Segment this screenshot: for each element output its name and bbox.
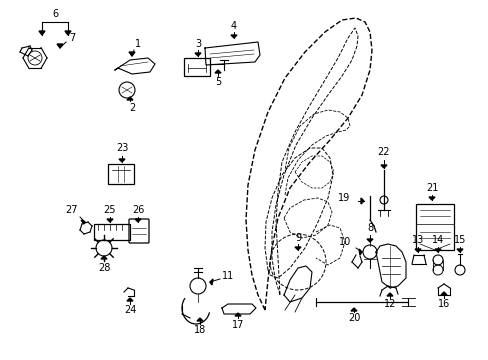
Polygon shape: [414, 249, 420, 252]
Text: 12: 12: [383, 299, 395, 309]
Polygon shape: [456, 249, 462, 252]
Polygon shape: [119, 159, 125, 162]
Polygon shape: [65, 31, 71, 35]
Polygon shape: [360, 198, 363, 204]
Text: 14: 14: [431, 235, 443, 245]
Polygon shape: [350, 308, 356, 311]
Polygon shape: [294, 247, 301, 250]
Text: 21: 21: [425, 183, 437, 193]
Text: 9: 9: [294, 233, 301, 243]
Polygon shape: [101, 256, 107, 259]
Polygon shape: [39, 31, 45, 35]
Polygon shape: [57, 44, 63, 48]
Polygon shape: [428, 197, 434, 200]
Text: 4: 4: [230, 21, 237, 31]
Text: 24: 24: [123, 305, 136, 315]
Polygon shape: [127, 97, 133, 100]
Text: 3: 3: [195, 39, 201, 49]
Polygon shape: [195, 53, 201, 56]
Text: 27: 27: [65, 205, 78, 215]
Polygon shape: [127, 298, 133, 301]
Text: 17: 17: [231, 320, 244, 330]
Polygon shape: [107, 219, 113, 222]
Text: 2: 2: [129, 103, 135, 113]
Text: 7: 7: [69, 33, 75, 43]
Text: 13: 13: [411, 235, 423, 245]
Text: 22: 22: [377, 147, 389, 157]
Polygon shape: [366, 239, 372, 242]
Polygon shape: [386, 293, 392, 296]
Polygon shape: [81, 220, 85, 224]
Text: 23: 23: [116, 143, 128, 153]
Text: 8: 8: [366, 223, 372, 233]
Polygon shape: [135, 219, 141, 222]
Polygon shape: [358, 249, 361, 255]
Text: 25: 25: [103, 205, 116, 215]
Polygon shape: [230, 35, 237, 38]
Polygon shape: [197, 318, 203, 321]
Text: 26: 26: [132, 205, 144, 215]
Polygon shape: [235, 313, 241, 316]
Polygon shape: [215, 70, 221, 73]
Text: 11: 11: [222, 271, 234, 281]
Text: 5: 5: [214, 77, 221, 87]
Text: 19: 19: [337, 193, 349, 203]
Text: 18: 18: [193, 325, 206, 335]
Text: 28: 28: [98, 263, 110, 273]
Text: 15: 15: [453, 235, 465, 245]
Text: 16: 16: [437, 299, 449, 309]
Text: 10: 10: [338, 237, 350, 247]
Text: 6: 6: [52, 9, 58, 19]
Polygon shape: [129, 52, 135, 56]
Polygon shape: [380, 165, 386, 168]
Polygon shape: [434, 249, 440, 252]
Text: 20: 20: [347, 313, 360, 323]
Polygon shape: [209, 279, 213, 285]
Text: 1: 1: [135, 39, 141, 49]
Polygon shape: [440, 292, 446, 295]
